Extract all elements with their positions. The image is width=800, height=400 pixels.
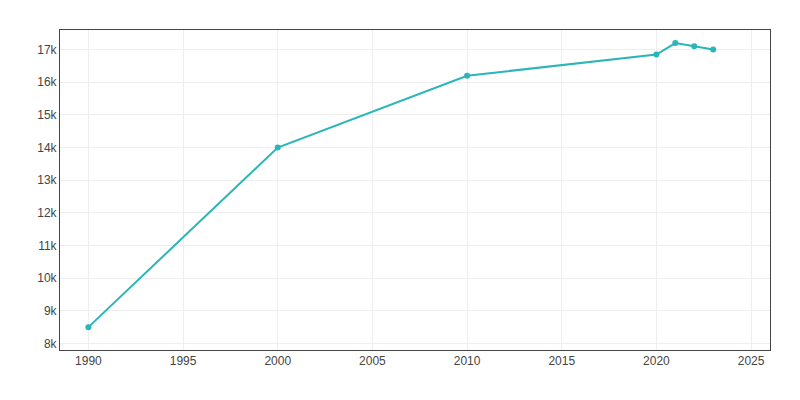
svg-text:13k: 13k: [37, 173, 57, 187]
svg-text:2020: 2020: [643, 354, 670, 368]
svg-text:17k: 17k: [37, 43, 57, 57]
svg-text:2000: 2000: [264, 354, 291, 368]
svg-text:12k: 12k: [37, 206, 57, 220]
svg-text:10k: 10k: [37, 271, 57, 285]
svg-text:16k: 16k: [37, 75, 57, 89]
svg-text:1995: 1995: [170, 354, 197, 368]
svg-text:2010: 2010: [454, 354, 481, 368]
svg-text:11k: 11k: [38, 239, 57, 253]
svg-text:1990: 1990: [75, 354, 102, 368]
svg-text:15k: 15k: [37, 108, 57, 122]
svg-text:2015: 2015: [548, 354, 575, 368]
svg-text:8k: 8k: [44, 337, 58, 351]
svg-text:2025: 2025: [738, 354, 765, 368]
svg-text:14k: 14k: [37, 141, 57, 155]
svg-text:2005: 2005: [359, 354, 386, 368]
svg-text:9k: 9k: [44, 304, 58, 318]
